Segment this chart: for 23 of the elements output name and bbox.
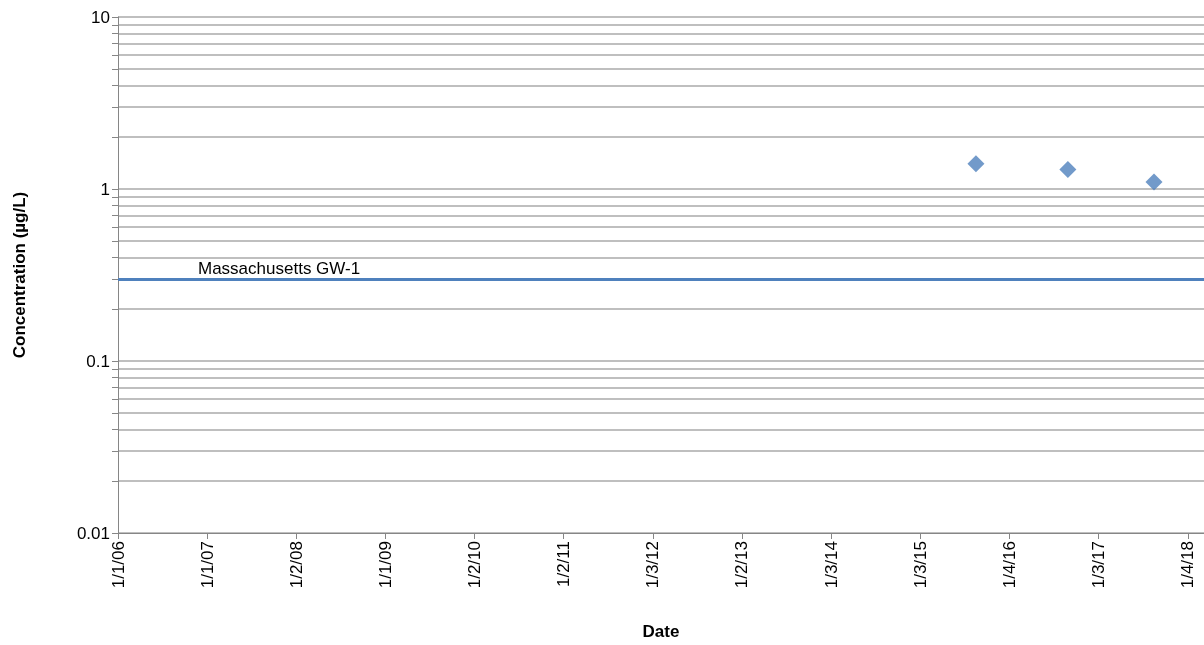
x-tick-label: 1/4/18 — [1178, 541, 1198, 589]
x-tick-label: 1/2/10 — [465, 541, 485, 589]
x-tick-label: 1/1/09 — [375, 541, 395, 589]
x-tick-label: 1/1/07 — [197, 541, 217, 589]
x-tick-label: 1/2/08 — [286, 541, 306, 589]
x-tick-label: 1/3/12 — [643, 541, 663, 589]
x-tick-label: 1/2/13 — [732, 541, 752, 589]
x-tick-label: 1/3/15 — [910, 541, 930, 589]
y-tick-label: 0.1 — [86, 351, 110, 371]
point — [967, 155, 985, 173]
point — [1145, 173, 1163, 191]
x-axis-title: Date — [642, 622, 680, 641]
x-tick-label: 1/2/11 — [554, 541, 574, 588]
x-tick-label: 1/1/06 — [108, 541, 128, 589]
y-tick-label: 1 — [100, 179, 110, 199]
point — [1059, 160, 1077, 178]
y-tick-label: 0.01 — [76, 523, 110, 543]
x-tick-label: 1/3/17 — [1089, 541, 1109, 589]
ref-line-label: Massachusetts GW-1 — [198, 258, 361, 278]
x-tick-label: 1/3/14 — [821, 541, 841, 589]
y-axis-title: Concentration (µg/L) — [10, 191, 29, 359]
y-tick-label: 10 — [91, 7, 110, 27]
x-tick-label: 1/4/16 — [1000, 541, 1020, 589]
